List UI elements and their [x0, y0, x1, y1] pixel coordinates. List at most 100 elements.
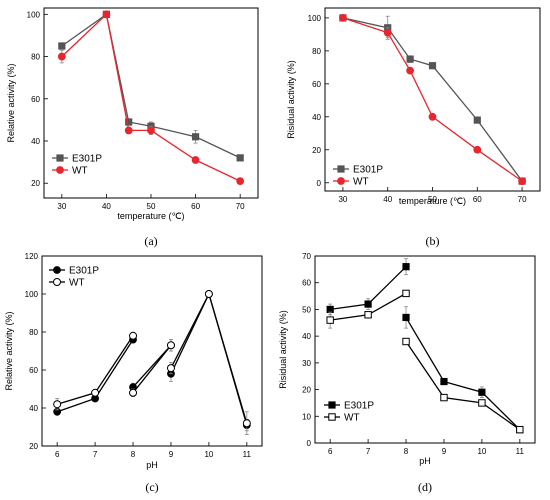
panel-4-series-line: [405, 341, 521, 431]
panel-4-y-tick-label: 60: [302, 279, 311, 288]
panel-2-y-tick-label: 100: [308, 14, 322, 23]
panel-4-x-axis-title: pH: [419, 456, 431, 466]
panel-2-data-point: [428, 112, 437, 121]
panel-1-x-tick-label: 30: [57, 202, 66, 211]
panel-4-legend-marker: [328, 413, 336, 421]
panel-3-y-tick-label: 20: [29, 442, 38, 451]
panel-3-data-point: [166, 341, 175, 350]
panel-3-data-point: [129, 388, 138, 397]
panel-2-y-tick-label: 60: [312, 80, 321, 89]
panel-4-x-tick-label: 8: [404, 447, 409, 456]
panel-3-x-tick-label: 9: [169, 450, 174, 459]
panel-3-y-axis-title: Relative activity (%): [4, 311, 14, 390]
panel-2-x-tick-label: 30: [338, 195, 347, 204]
panel-2-y-tick-label: 20: [312, 146, 321, 155]
panel-3-legend-marker: [53, 266, 61, 274]
panel-4-data-point: [440, 393, 448, 402]
panel-1-x-tick-label: 70: [236, 202, 245, 211]
panel-2-data-point: [473, 145, 482, 154]
panel-1-x-tick-label: 60: [191, 202, 200, 211]
panel-3-y-tick-label: 60: [29, 366, 38, 375]
panel-3-x-tick-label: 11: [243, 450, 252, 459]
panel-1-data-point: [236, 177, 245, 186]
panel-2-data-point: [406, 66, 415, 75]
panel-3-data-point: [91, 388, 100, 397]
panel-1-series-line: [61, 13, 241, 159]
panel-3-data-point: [53, 400, 62, 409]
panel-1-x-tick-label: 50: [147, 202, 156, 211]
panel-1-legend-marker: [56, 154, 64, 162]
panel-1-y-tick-label: 100: [27, 10, 41, 19]
panel-1-data-point: [147, 126, 155, 135]
panel-3-x-tick-label: 6: [55, 450, 60, 459]
panel-1-data-point: [236, 154, 244, 162]
panel-1-y-axis-title: Relative activity (%): [6, 63, 16, 142]
panel-2-legend-label: E301P: [353, 165, 383, 176]
panel-3-legend-marker: [53, 278, 61, 286]
panel-1-series-2: [57, 10, 245, 186]
panel-2-series-2: [339, 13, 526, 186]
panel-1-x-axis-title: temperature (℃): [117, 211, 184, 221]
panel-4-data-point: [402, 289, 410, 298]
panel-2-x-tick-label: 50: [428, 195, 437, 204]
panel-4-y-tick-label: 50: [302, 305, 311, 314]
panel-3-x-axis-title: pH: [146, 460, 158, 470]
panel-4-legend-label: WT: [344, 413, 360, 424]
panel-3-plot-frame: [41, 255, 263, 447]
panel-3-series-2: [53, 290, 251, 436]
panel-3-data-point: [204, 290, 213, 298]
panel-4-legend-marker: [328, 401, 336, 409]
panel-4-data-point: [478, 388, 486, 396]
panel-2-data-point: [339, 13, 347, 22]
panel-3-x-tick-label: 7: [93, 450, 98, 459]
panel-3-series-line: [132, 344, 172, 394]
panel-3-x-tick-label: 8: [131, 450, 136, 459]
panel-1-data-point: [57, 52, 66, 61]
panel-4-legend-label: E301P: [344, 401, 374, 412]
panel-2-x-axis-title: temperature (℃): [399, 196, 466, 206]
panel-2-caption: (b): [426, 234, 440, 248]
panel-3-y-tick-label: 40: [29, 404, 38, 413]
panel-1-data-point: [58, 42, 66, 50]
panel-1-y-tick-label: 60: [31, 95, 40, 104]
panel-3-y-tick-label: 100: [25, 290, 39, 299]
panel-3-data-point: [166, 364, 175, 373]
panel-4-y-tick-label: 20: [302, 386, 311, 395]
panel-4-data-point: [402, 313, 410, 322]
panel-4-y-tick-label: 10: [302, 412, 311, 421]
panel-3: 6 7 8 9 10 11 20 40 60 80 100 120 pH Relative activit…: [4, 252, 263, 494]
panel-3-series-line: [170, 292, 248, 424]
panel-2-data-point: [383, 28, 392, 37]
panel-1: 30 40 50 60 70 20 40 60 80 100 temperature (℃) Rela…: [6, 7, 259, 248]
panel-1-data-point: [191, 133, 200, 141]
panel-2-data-point: [473, 116, 481, 124]
panel-2-series-line: [342, 17, 523, 182]
panel-4-data-point: [402, 337, 410, 346]
panel-1-y-tick-label: 40: [31, 137, 40, 146]
panel-1-data-point: [102, 10, 111, 19]
panel-4-x-tick-label: 9: [442, 447, 447, 456]
panel-2-series-1: [339, 14, 526, 185]
panel-1-y-tick-label: 20: [31, 179, 40, 188]
panel-2-data-point: [406, 55, 414, 63]
panel-2-y-tick-label: 80: [312, 47, 321, 56]
panel-4-data-point: [478, 399, 486, 407]
panel-1-data-point: [191, 156, 200, 164]
panel-1-legend-label: WT: [72, 166, 88, 177]
panel-3-data-point: [129, 331, 138, 340]
panel-2-data-point: [428, 62, 437, 70]
panel-4-series-line: [405, 317, 521, 431]
panel-4-series-2: [326, 289, 524, 434]
panel-4-data-point: [516, 425, 524, 434]
panel-2-x-tick-label: 60: [473, 195, 482, 204]
panel-4-data-point: [440, 377, 448, 386]
panel-4-y-tick-label: 30: [302, 359, 311, 368]
panel-2: 30 40 50 60 70 0 20 40 60 80 100 temperature (℃) Ris…: [286, 7, 541, 248]
panel-1-legend-marker: [56, 166, 64, 174]
panel-3-series-1: [53, 290, 251, 432]
panel-4-data-point: [402, 263, 410, 271]
panel-2-x-tick-label: 40: [383, 195, 392, 204]
